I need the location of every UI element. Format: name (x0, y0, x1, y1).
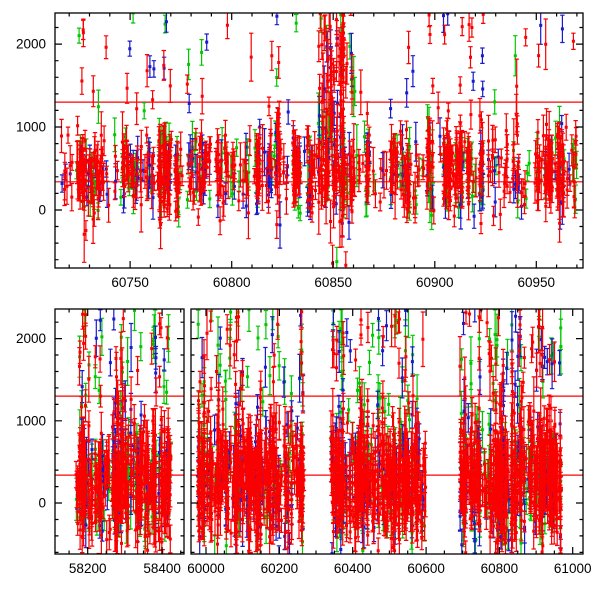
top-panel-data (55, 13, 583, 268)
y-tick-label: 2000 (16, 331, 46, 346)
y-tick-label: 2000 (16, 37, 46, 52)
bottom-right-panel: 60000 60200 60400 60600 60800 61000 (187, 308, 592, 576)
red-markers (74, 312, 173, 552)
x-tick-label: 58200 (69, 561, 107, 576)
x-tick-label: 60800 (481, 561, 519, 576)
bottom-right-panel-axes: 60000 60200 60400 60600 60800 61000 (187, 308, 592, 576)
top-panel: 60750 60800 60850 60900 60950 0 1000 2000 (16, 12, 584, 290)
x-tick-label: 58400 (143, 561, 181, 576)
y-tick-label: 0 (38, 203, 46, 218)
bottom-right-panel-data (191, 309, 583, 554)
top-panel-axes: 60750 60800 60850 60900 60950 0 1000 2000 (16, 12, 584, 290)
x-tick-label: 60750 (111, 275, 149, 290)
bottom-left-panel-data (55, 309, 184, 554)
y-tick-label: 1000 (16, 120, 46, 135)
x-tick-label: 60950 (518, 275, 556, 290)
x-tick-label: 60400 (334, 561, 372, 576)
red-markers (60, 13, 578, 267)
bottom-left-panel-axes: 58200 58400 0 1000 2000 (16, 308, 185, 576)
bottom-left-panel: 58200 58400 0 1000 2000 (16, 308, 185, 576)
x-tick-label: 60200 (261, 561, 299, 576)
x-tick-label: 61000 (554, 561, 592, 576)
x-tick-label: 60600 (407, 561, 445, 576)
x-tick-label: 60800 (213, 275, 251, 290)
y-tick-label: 1000 (16, 413, 46, 428)
x-tick-label: 60000 (187, 561, 225, 576)
x-tick-label: 60900 (416, 275, 454, 290)
x-tick-label: 60850 (314, 275, 352, 290)
y-tick-label: 0 (38, 496, 46, 511)
red-markers (196, 309, 563, 554)
